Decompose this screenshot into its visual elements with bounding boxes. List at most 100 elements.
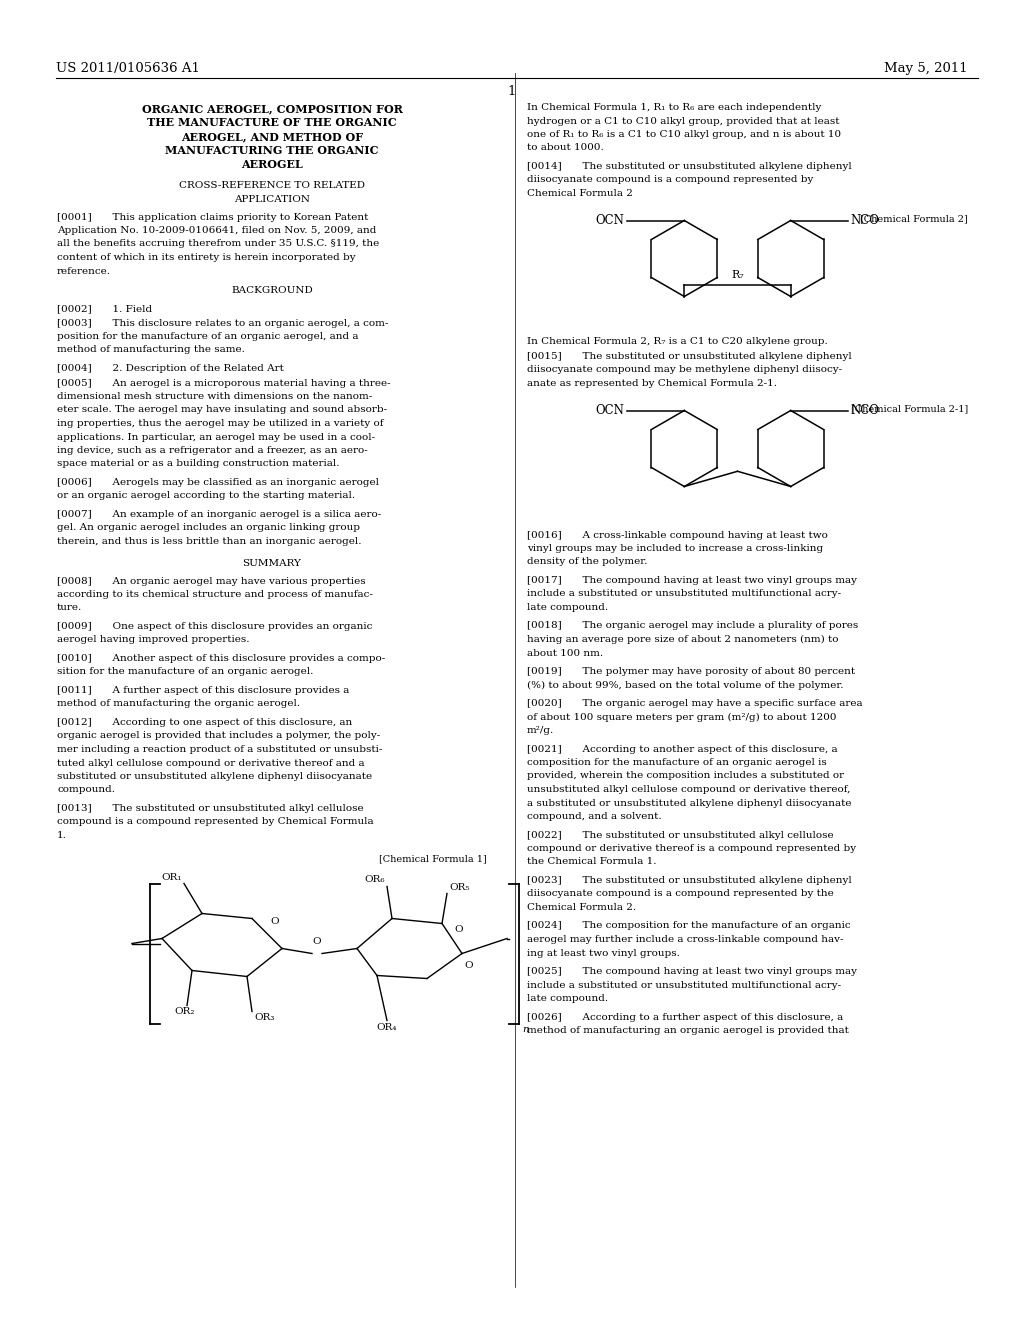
Text: NCO: NCO — [851, 214, 880, 227]
Text: include a substituted or unsubstituted multifunctional acry-: include a substituted or unsubstituted m… — [527, 981, 841, 990]
Text: aerogel may further include a cross-linkable compound hav-: aerogel may further include a cross-link… — [527, 935, 844, 944]
Text: ing at least two vinyl groups.: ing at least two vinyl groups. — [527, 949, 680, 957]
Text: [0021]  According to another aspect of this disclosure, a: [0021] According to another aspect of th… — [527, 744, 838, 754]
Text: tuted alkyl cellulose compound or derivative thereof and a: tuted alkyl cellulose compound or deriva… — [57, 759, 365, 767]
Text: [0001]  This application claims priority to Korean Patent: [0001] This application claims priority … — [57, 213, 369, 222]
Text: reference.: reference. — [57, 267, 111, 276]
Text: [0007]  An example of an inorganic aerogel is a silica aero-: [0007] An example of an inorganic aeroge… — [57, 510, 381, 519]
Text: method of manufacturing an organic aerogel is provided that: method of manufacturing an organic aerog… — [527, 1026, 849, 1035]
Text: OR₄: OR₄ — [377, 1023, 397, 1032]
Text: APPLICATION: APPLICATION — [234, 194, 310, 203]
Text: [0002]  1. Field: [0002] 1. Field — [57, 304, 153, 313]
Text: O: O — [454, 924, 463, 933]
Text: OR₃: OR₃ — [254, 1014, 274, 1023]
Text: [0008]  An organic aerogel may have various properties: [0008] An organic aerogel may have vario… — [57, 577, 366, 586]
Text: [0004]  2. Description of the Related Art: [0004] 2. Description of the Related Art — [57, 364, 284, 374]
Text: MANUFACTURING THE ORGANIC: MANUFACTURING THE ORGANIC — [165, 145, 379, 156]
Text: In Chemical Formula 1, R₁ to R₆ are each independently: In Chemical Formula 1, R₁ to R₆ are each… — [527, 103, 821, 112]
Text: organic aerogel is provided that includes a polymer, the poly-: organic aerogel is provided that include… — [57, 731, 380, 741]
Text: OCN: OCN — [595, 214, 625, 227]
Text: ORGANIC AEROGEL, COMPOSITION FOR: ORGANIC AEROGEL, COMPOSITION FOR — [141, 103, 402, 114]
Text: applications. In particular, an aerogel may be used in a cool-: applications. In particular, an aerogel … — [57, 433, 375, 441]
Text: compound or derivative thereof is a compound represented by: compound or derivative thereof is a comp… — [527, 843, 856, 853]
Text: compound is a compound represented by Chemical Formula: compound is a compound represented by Ch… — [57, 817, 374, 826]
Text: [0011]  A further aspect of this disclosure provides a: [0011] A further aspect of this disclosu… — [57, 686, 349, 696]
Text: about 100 nm.: about 100 nm. — [527, 648, 603, 657]
Text: (%) to about 99%, based on the total volume of the polymer.: (%) to about 99%, based on the total vol… — [527, 681, 844, 689]
Text: SUMMARY: SUMMARY — [243, 558, 301, 568]
Text: [0010]  Another aspect of this disclosure provides a compo-: [0010] Another aspect of this disclosure… — [57, 653, 385, 663]
Text: Chemical Formula 2.: Chemical Formula 2. — [527, 903, 636, 912]
Text: O: O — [464, 961, 473, 970]
Text: to about 1000.: to about 1000. — [527, 144, 604, 153]
Text: [0026]  According to a further aspect of this disclosure, a: [0026] According to a further aspect of … — [527, 1012, 843, 1022]
Text: [0016]  A cross-linkable compound having at least two: [0016] A cross-linkable compound having … — [527, 531, 827, 540]
Text: space material or as a building construction material.: space material or as a building construc… — [57, 459, 340, 469]
Text: aerogel having improved properties.: aerogel having improved properties. — [57, 635, 250, 644]
Text: [Chemical Formula 1]: [Chemical Formula 1] — [379, 854, 487, 863]
Text: ing device, such as a refrigerator and a freezer, as an aero-: ing device, such as a refrigerator and a… — [57, 446, 368, 455]
Text: [Chemical Formula 2-1]: [Chemical Formula 2-1] — [851, 404, 968, 413]
Text: AEROGEL: AEROGEL — [241, 158, 303, 170]
Text: AEROGEL, AND METHOD OF: AEROGEL, AND METHOD OF — [181, 131, 364, 143]
Text: compound.: compound. — [57, 785, 115, 795]
Text: [0020]  The organic aerogel may have a specific surface area: [0020] The organic aerogel may have a sp… — [527, 700, 862, 708]
Text: [0017]  The compound having at least two vinyl groups may: [0017] The compound having at least two … — [527, 576, 857, 585]
Text: [0023]  The substituted or unsubstituted alkylene diphenyl: [0023] The substituted or unsubstituted … — [527, 876, 852, 884]
Text: [0025]  The compound having at least two vinyl groups may: [0025] The compound having at least two … — [527, 968, 857, 975]
Text: [0024]  The composition for the manufacture of an organic: [0024] The composition for the manufactu… — [527, 921, 851, 931]
Text: method of manufacturing the organic aerogel.: method of manufacturing the organic aero… — [57, 700, 300, 709]
Text: [0018]  The organic aerogel may include a plurality of pores: [0018] The organic aerogel may include a… — [527, 622, 858, 631]
Text: n: n — [522, 1026, 528, 1035]
Text: compound, and a solvent.: compound, and a solvent. — [527, 812, 662, 821]
Text: OCN: OCN — [595, 404, 625, 417]
Text: O: O — [270, 916, 279, 925]
Text: of about 100 square meters per gram (m²/g) to about 1200: of about 100 square meters per gram (m²/… — [527, 713, 837, 722]
Text: dimensional mesh structure with dimensions on the nanom-: dimensional mesh structure with dimensio… — [57, 392, 373, 401]
Text: provided, wherein the composition includes a substituted or: provided, wherein the composition includ… — [527, 771, 844, 780]
Text: OR₁: OR₁ — [162, 873, 182, 882]
Text: OR₂: OR₂ — [175, 1007, 196, 1016]
Text: 1.: 1. — [57, 832, 67, 840]
Text: [0012]  According to one aspect of this disclosure, an: [0012] According to one aspect of this d… — [57, 718, 352, 727]
Text: BACKGROUND: BACKGROUND — [231, 286, 313, 294]
Text: diisocyanate compound may be methylene diphenyl diisocy-: diisocyanate compound may be methylene d… — [527, 366, 842, 375]
Text: late compound.: late compound. — [527, 994, 608, 1003]
Text: content of which in its entirety is herein incorporated by: content of which in its entirety is here… — [57, 253, 355, 261]
Text: one of R₁ to R₆ is a C1 to C10 alkyl group, and n is about 10: one of R₁ to R₆ is a C1 to C10 alkyl gro… — [527, 129, 841, 139]
Text: diisocyanate compound is a compound represented by the: diisocyanate compound is a compound repr… — [527, 890, 834, 899]
Text: [Chemical Formula 2]: [Chemical Formula 2] — [860, 214, 968, 223]
Text: [0003]  This disclosure relates to an organic aerogel, a com-: [0003] This disclosure relates to an org… — [57, 318, 388, 327]
Text: eter scale. The aerogel may have insulating and sound absorb-: eter scale. The aerogel may have insulat… — [57, 405, 387, 414]
Text: [0006]  Aerogels may be classified as an inorganic aerogel: [0006] Aerogels may be classified as an … — [57, 478, 379, 487]
Text: [0009]  One aspect of this disclosure provides an organic: [0009] One aspect of this disclosure pro… — [57, 622, 373, 631]
Text: method of manufacturing the same.: method of manufacturing the same. — [57, 346, 245, 355]
Text: NCO: NCO — [851, 404, 880, 417]
Text: hydrogen or a C1 to C10 alkyl group, provided that at least: hydrogen or a C1 to C10 alkyl group, pro… — [527, 116, 840, 125]
Text: [0019]  The polymer may have porosity of about 80 percent: [0019] The polymer may have porosity of … — [527, 667, 855, 676]
Text: therein, and thus is less brittle than an inorganic aerogel.: therein, and thus is less brittle than a… — [57, 537, 361, 546]
Text: [0005]  An aerogel is a microporous material having a three-: [0005] An aerogel is a microporous mater… — [57, 379, 390, 388]
Text: Chemical Formula 2: Chemical Formula 2 — [527, 189, 633, 198]
Text: position for the manufacture of an organic aerogel, and a: position for the manufacture of an organ… — [57, 333, 358, 341]
Text: US 2011/0105636 A1: US 2011/0105636 A1 — [56, 62, 200, 75]
Text: having an average pore size of about 2 nanometers (nm) to: having an average pore size of about 2 n… — [527, 635, 839, 644]
Text: THE MANUFACTURE OF THE ORGANIC: THE MANUFACTURE OF THE ORGANIC — [147, 117, 397, 128]
Text: [0015]  The substituted or unsubstituted alkylene diphenyl: [0015] The substituted or unsubstituted … — [527, 352, 852, 360]
Text: May 5, 2011: May 5, 2011 — [885, 62, 968, 75]
Text: the Chemical Formula 1.: the Chemical Formula 1. — [527, 858, 656, 866]
Text: ture.: ture. — [57, 603, 82, 612]
Text: unsubstituted alkyl cellulose compound or derivative thereof,: unsubstituted alkyl cellulose compound o… — [527, 785, 850, 795]
Text: or an organic aerogel according to the starting material.: or an organic aerogel according to the s… — [57, 491, 355, 500]
Text: [0013]  The substituted or unsubstituted alkyl cellulose: [0013] The substituted or unsubstituted … — [57, 804, 364, 813]
Text: 1: 1 — [508, 84, 516, 98]
Text: substituted or unsubstituted alkylene diphenyl diisocyanate: substituted or unsubstituted alkylene di… — [57, 772, 372, 781]
Text: gel. An organic aerogel includes an organic linking group: gel. An organic aerogel includes an orga… — [57, 524, 360, 532]
Text: all the benefits accruing therefrom under 35 U.S.C. §119, the: all the benefits accruing therefrom unde… — [57, 239, 379, 248]
Text: [0022]  The substituted or unsubstituted alkyl cellulose: [0022] The substituted or unsubstituted … — [527, 830, 834, 840]
Text: according to its chemical structure and process of manufac-: according to its chemical structure and … — [57, 590, 373, 599]
Text: include a substituted or unsubstituted multifunctional acry-: include a substituted or unsubstituted m… — [527, 590, 841, 598]
Text: late compound.: late compound. — [527, 603, 608, 612]
Text: density of the polymer.: density of the polymer. — [527, 557, 647, 566]
Text: m²/g.: m²/g. — [527, 726, 554, 735]
